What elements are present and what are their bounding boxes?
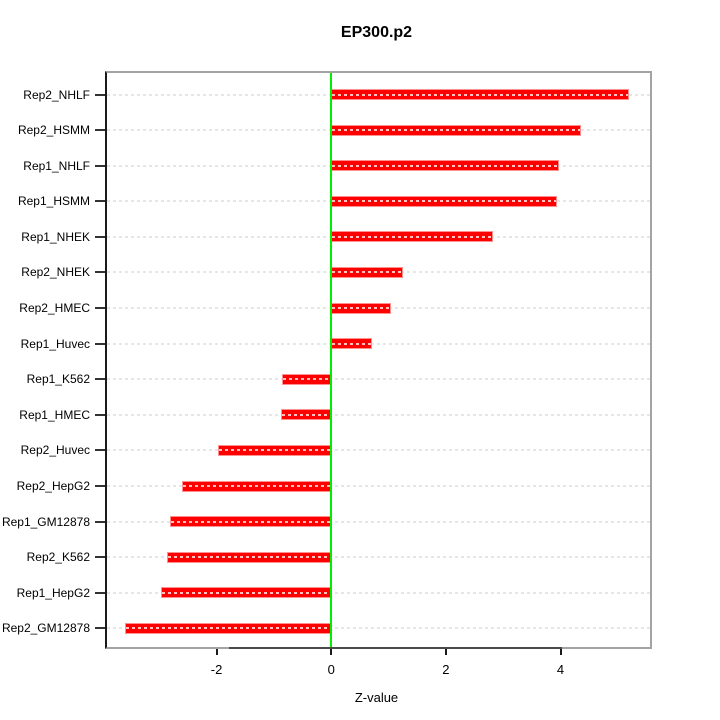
y-axis-tick <box>95 93 105 96</box>
x-axis-tick-label: 4 <box>556 662 565 677</box>
y-axis-tick <box>95 520 105 523</box>
category-label: Rep1_HMEC <box>19 407 90 422</box>
category-label: Rep2_NHEK <box>21 265 90 280</box>
category-label: Rep2_Huvec <box>20 443 90 458</box>
gridline <box>107 520 650 523</box>
y-axis-tick <box>95 200 105 203</box>
chart-title: EP300.p2 <box>340 24 413 41</box>
bar-rep1_gm12878 <box>170 516 332 528</box>
category-label: Rep1_HSMM <box>17 194 90 209</box>
y-axis-tick <box>95 485 105 488</box>
gridline <box>107 378 650 381</box>
y-axis-tick <box>95 271 105 274</box>
gridline <box>107 342 650 345</box>
bar-rep1_hmec <box>281 409 332 421</box>
category-label: Rep1_HepG2 <box>16 585 90 600</box>
bar-rep1_k562 <box>282 373 332 385</box>
bar-rep2_gm12878 <box>125 622 332 634</box>
bar-rep1_hepg2 <box>160 587 332 599</box>
bar-rep1_hsmm <box>331 195 558 207</box>
gridline <box>107 413 650 416</box>
bar-rep1_nhlf <box>331 160 559 172</box>
gridline <box>107 485 650 488</box>
category-label: Rep1_K562 <box>26 372 90 387</box>
x-axis-line <box>229 647 563 649</box>
y-axis-tick <box>95 307 105 310</box>
y-axis-tick <box>95 449 105 452</box>
bar-rep1_nhek <box>331 231 493 243</box>
bar-rep2_nhek <box>331 266 403 278</box>
category-label: Rep1_NHEK <box>21 229 90 244</box>
bar-rep2_hepg2 <box>182 480 332 492</box>
category-label: Rep1_GM12878 <box>1 514 90 529</box>
bar-rep2_nhlf <box>331 89 630 100</box>
category-label: Rep2_K562 <box>26 550 90 565</box>
x-axis-tick <box>330 649 333 655</box>
bar-rep2_hmec <box>331 302 392 314</box>
y-axis-tick <box>95 378 105 381</box>
category-label: Rep1_NHLF <box>23 158 90 173</box>
category-label: Rep1_Huvec <box>20 336 90 351</box>
y-axis-tick <box>95 164 105 167</box>
gridline <box>107 449 650 452</box>
x-axis-tick <box>559 649 562 655</box>
gridline <box>107 627 650 630</box>
x-axis-title: Z-value <box>354 690 399 705</box>
plot-area: Rep2_NHLF Rep2_HSMM Rep1_NHLF Rep1_HSMM Rep1… <box>2 71 652 677</box>
bar-rep2_k562 <box>167 551 332 563</box>
y-axis-tick <box>95 129 105 132</box>
x-axis-tick-label: 0 <box>327 662 335 677</box>
y-axis-tick <box>95 591 105 594</box>
y-axis-tick <box>95 413 105 416</box>
gridline <box>107 591 650 594</box>
zero-reference-line <box>330 73 333 647</box>
category-label: Rep2_GM12878 <box>1 621 90 636</box>
y-axis-tick <box>95 342 105 345</box>
category-label: Rep2_HSMM <box>17 123 90 138</box>
bar-rep1_huvec <box>331 338 373 350</box>
bar-rep2_hsmm <box>331 124 581 136</box>
x-axis-tick <box>444 649 447 655</box>
category-label: Rep2_HMEC <box>19 301 90 316</box>
y-axis-tick <box>95 556 105 559</box>
category-label: Rep2_NHLF <box>23 87 90 102</box>
category-label: Rep2_HepG2 <box>16 479 90 494</box>
y-axis-tick <box>95 627 105 630</box>
bar-rep2_huvec <box>218 444 332 456</box>
x-axis-tick-label: 2 <box>442 662 450 677</box>
x-axis-tick <box>215 649 218 655</box>
gridline <box>107 556 650 559</box>
x-axis-tick-label: -2 <box>210 662 223 677</box>
y-axis-tick <box>95 235 105 238</box>
